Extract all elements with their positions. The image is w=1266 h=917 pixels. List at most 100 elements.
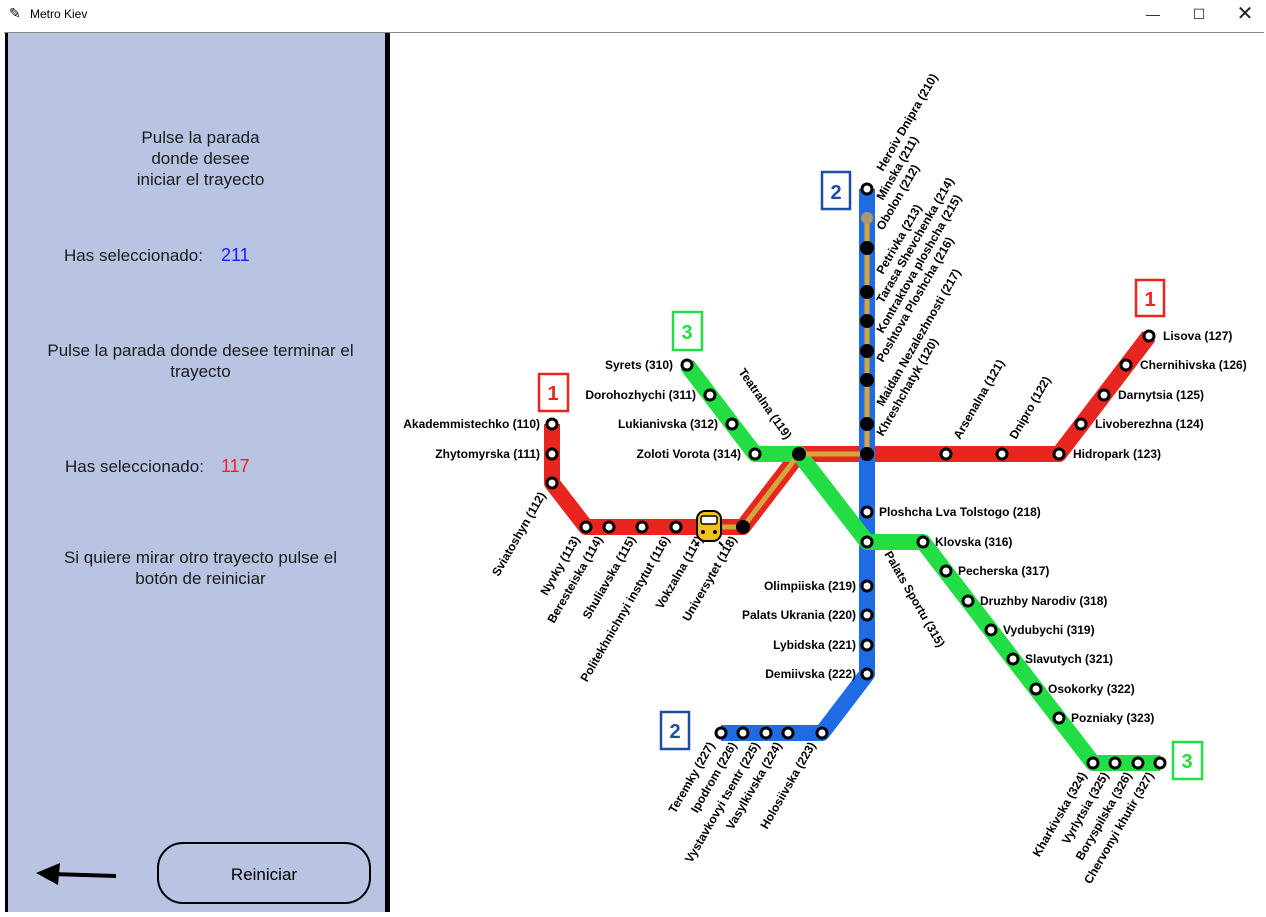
station-217[interactable] bbox=[860, 417, 874, 431]
svg-text:3: 3 bbox=[1181, 751, 1192, 773]
label-317: Pecherska (317) bbox=[958, 564, 1049, 578]
svg-text:1: 1 bbox=[1144, 289, 1155, 311]
station-123[interactable] bbox=[1052, 447, 1066, 461]
label-220: Palats Ukrania (220) bbox=[742, 608, 856, 622]
station-213[interactable] bbox=[860, 285, 874, 299]
label-318: Druzhby Narodiv (318) bbox=[980, 594, 1107, 608]
end-selected-value: 117 bbox=[221, 456, 250, 476]
station-115[interactable] bbox=[635, 520, 649, 534]
label-311: Dorohozhychi (311) bbox=[585, 388, 696, 402]
station-324[interactable] bbox=[1086, 756, 1100, 770]
station-111[interactable] bbox=[545, 447, 559, 461]
label-124: Livoberezhna (124) bbox=[1095, 417, 1204, 431]
label-322: Osokorky (322) bbox=[1048, 682, 1135, 696]
window-frame bbox=[4, 32, 1264, 913]
station-219[interactable] bbox=[860, 579, 874, 593]
station-321[interactable] bbox=[1006, 652, 1020, 666]
station-223[interactable] bbox=[815, 726, 829, 740]
label-314: Zoloti Vorota (314) bbox=[637, 447, 741, 461]
station-317[interactable] bbox=[939, 564, 953, 578]
svg-text:3: 3 bbox=[681, 322, 692, 344]
station-224[interactable] bbox=[781, 726, 795, 740]
station-326[interactable] bbox=[1131, 756, 1145, 770]
station-126[interactable] bbox=[1119, 358, 1133, 372]
station-121[interactable] bbox=[939, 447, 953, 461]
station-113[interactable] bbox=[579, 520, 593, 534]
close-button[interactable]: ✕ bbox=[1236, 3, 1254, 25]
station-118[interactable] bbox=[736, 520, 750, 534]
label-319: Vydubychi (319) bbox=[1003, 623, 1095, 637]
station-212[interactable] bbox=[860, 241, 874, 255]
station-122[interactable] bbox=[995, 447, 1009, 461]
reset-button[interactable]: Reiniciar bbox=[157, 842, 371, 904]
station-211[interactable] bbox=[861, 212, 873, 224]
label-323: Pozniaky (323) bbox=[1071, 711, 1154, 725]
end-prompt: Pulse la parada donde desee terminar el … bbox=[47, 341, 354, 381]
label-111: Zhytomyrska (111) bbox=[435, 447, 540, 461]
station-327[interactable] bbox=[1153, 756, 1167, 770]
station-215[interactable] bbox=[860, 344, 874, 358]
svg-text:2: 2 bbox=[669, 721, 680, 743]
end-selected-label: Has seleccionado: bbox=[65, 457, 204, 476]
label-221: Lybidska (221) bbox=[773, 638, 856, 652]
station-210[interactable] bbox=[860, 182, 874, 196]
label-218: Ploshcha Lva Tolstogo (218) bbox=[879, 505, 1041, 519]
line-2-badge-top: 2 bbox=[820, 170, 852, 211]
station-120[interactable] bbox=[860, 447, 874, 461]
station-222[interactable] bbox=[860, 667, 874, 681]
station-323[interactable] bbox=[1052, 711, 1066, 725]
maximize-button[interactable]: ☐ bbox=[1192, 6, 1206, 22]
station-127[interactable] bbox=[1142, 329, 1156, 343]
label-222: Demiivska (222) bbox=[765, 667, 856, 681]
label-316: Klovska (316) bbox=[935, 535, 1012, 549]
line-2-badge-bottom: 2 bbox=[659, 710, 691, 751]
instruction-panel: Pulse la parada donde desee iniciar el t… bbox=[5, 33, 390, 912]
station-110[interactable] bbox=[545, 417, 559, 431]
station-220[interactable] bbox=[860, 608, 874, 622]
train-icon[interactable] bbox=[694, 510, 724, 547]
label-123: Hidropark (123) bbox=[1073, 447, 1161, 461]
station-311[interactable] bbox=[703, 388, 717, 402]
label-312: Lukianivska (312) bbox=[618, 417, 718, 431]
svg-text:2: 2 bbox=[830, 182, 841, 204]
label-125: Darnytsia (125) bbox=[1118, 388, 1204, 402]
back-arrow-icon[interactable] bbox=[34, 857, 120, 891]
station-316[interactable] bbox=[916, 535, 930, 549]
station-310[interactable] bbox=[680, 358, 694, 372]
label-321: Slavutych (321) bbox=[1025, 652, 1113, 666]
start-selected-value: 211 bbox=[221, 245, 250, 265]
station-114[interactable] bbox=[602, 520, 616, 534]
line-1-badge-left: 1 bbox=[537, 372, 570, 413]
station-325[interactable] bbox=[1108, 756, 1122, 770]
start-selected-label: Has seleccionado: bbox=[64, 246, 203, 265]
station-315[interactable] bbox=[860, 535, 874, 549]
station-319[interactable] bbox=[984, 623, 998, 637]
metro-map: 2 1 3 1 2 3 bbox=[395, 33, 1264, 912]
station-112[interactable] bbox=[545, 476, 559, 490]
station-312[interactable] bbox=[725, 417, 739, 431]
reset-hint: Si quiere mirar otro trayecto pulse el b… bbox=[63, 548, 338, 588]
start-prompt: Pulse la parada donde desee iniciar el t… bbox=[136, 128, 265, 189]
line-1-badge-right: 1 bbox=[1134, 278, 1166, 318]
station-216[interactable] bbox=[860, 373, 874, 387]
minimize-button[interactable]: — bbox=[1146, 6, 1160, 22]
station-318[interactable] bbox=[961, 594, 975, 608]
station-314[interactable] bbox=[748, 447, 762, 461]
window-title: Metro Kiev bbox=[30, 7, 88, 21]
station-322[interactable] bbox=[1029, 682, 1043, 696]
label-126: Chernihivska (126) bbox=[1140, 358, 1247, 372]
station-226[interactable] bbox=[736, 726, 750, 740]
station-225[interactable] bbox=[759, 726, 773, 740]
station-116[interactable] bbox=[669, 520, 683, 534]
station-221[interactable] bbox=[860, 638, 874, 652]
station-125[interactable] bbox=[1097, 388, 1111, 402]
station-218[interactable] bbox=[860, 505, 874, 519]
station-119[interactable] bbox=[792, 447, 806, 461]
station-124[interactable] bbox=[1074, 417, 1088, 431]
svg-text:1: 1 bbox=[547, 383, 558, 405]
title-bar: ✎ Metro Kiev — ☐ ✕ bbox=[0, 0, 1266, 30]
station-227[interactable] bbox=[714, 726, 728, 740]
label-110: Akademmistechko (110) bbox=[403, 417, 540, 431]
station-214[interactable] bbox=[860, 314, 874, 328]
label-121: Arsenalna (121) bbox=[950, 357, 1007, 441]
